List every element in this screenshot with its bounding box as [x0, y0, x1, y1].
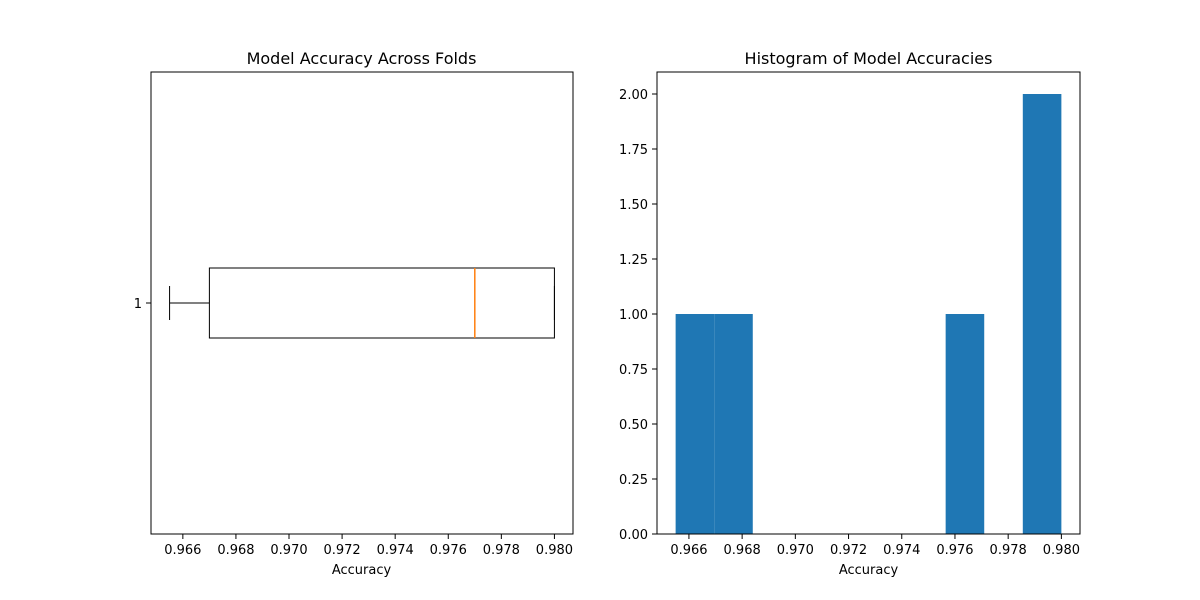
boxplot-x-ticks: 0.966 0.968 0.970 0.972 0.974 0.976 0.978 0.980	[164, 534, 573, 558]
histogram-x-tick-label: 0.974	[883, 543, 920, 558]
boxplot-x-tick-label: 0.970	[270, 543, 307, 558]
boxplot-x-tick-label: 0.972	[323, 543, 360, 558]
boxplot-y-ticks: 1	[134, 297, 151, 312]
histogram-y-tick-label: 0.50	[619, 418, 648, 433]
histogram-x-ticks: 0.966 0.968 0.970 0.972 0.974 0.976 0.978 0.980	[670, 534, 1080, 558]
histogram-bar	[675, 314, 715, 534]
histogram-y-tick-label: 0.25	[619, 473, 648, 488]
histogram-x-tick-label: 0.980	[1043, 543, 1080, 558]
histogram-bar	[945, 314, 985, 534]
histogram-y-ticks: 0.00 0.25 0.50 0.75 1.00 1.25 1.50 1.75 2.00	[619, 88, 657, 543]
boxplot-y-tick-label: 1	[134, 297, 142, 312]
boxplot-x-tick-label: 0.968	[217, 543, 254, 558]
boxplot-x-tick-label: 0.976	[430, 543, 467, 558]
histogram-x-tick-label: 0.966	[670, 543, 707, 558]
boxplot-x-axis-label: Accuracy	[332, 563, 392, 578]
histogram-bar	[1022, 94, 1062, 534]
histogram-y-tick-label: 0.75	[619, 363, 648, 378]
histogram-x-tick-label: 0.970	[777, 543, 814, 558]
boxplot-axes-frame	[150, 71, 574, 535]
histogram-panel: Histogram of Model Accuracies 0.966 0.968…	[619, 49, 1081, 578]
histogram-x-tick-label: 0.968	[724, 543, 761, 558]
boxplot-marks	[169, 267, 555, 339]
boxplot-box	[208, 267, 555, 339]
histogram-bars	[675, 94, 1062, 534]
histogram-bar	[714, 314, 753, 534]
boxplot-panel: Model Accuracy Across Folds 0.966 0.968 0.…	[134, 49, 574, 578]
histogram-y-tick-label: 0.00	[619, 528, 648, 543]
boxplot-x-tick-label: 0.966	[164, 543, 201, 558]
histogram-y-tick-label: 1.25	[619, 253, 648, 268]
histogram-axes-frame	[656, 71, 1081, 535]
histogram-x-tick-label: 0.976	[936, 543, 973, 558]
boxplot-title: Model Accuracy Across Folds	[247, 49, 477, 68]
histogram-x-tick-label: 0.978	[990, 543, 1027, 558]
histogram-y-tick-label: 1.50	[619, 198, 648, 213]
boxplot-x-tick-label: 0.980	[536, 543, 573, 558]
histogram-y-tick-label: 2.00	[619, 88, 648, 103]
histogram-title: Histogram of Model Accuracies	[745, 49, 993, 68]
histogram-y-tick-label: 1.75	[619, 143, 648, 158]
histogram-x-tick-label: 0.972	[830, 543, 867, 558]
boxplot-x-tick-label: 0.974	[377, 543, 414, 558]
histogram-y-tick-label: 1.00	[619, 308, 648, 323]
histogram-x-axis-label: Accuracy	[839, 563, 899, 578]
boxplot-x-tick-label: 0.978	[483, 543, 520, 558]
